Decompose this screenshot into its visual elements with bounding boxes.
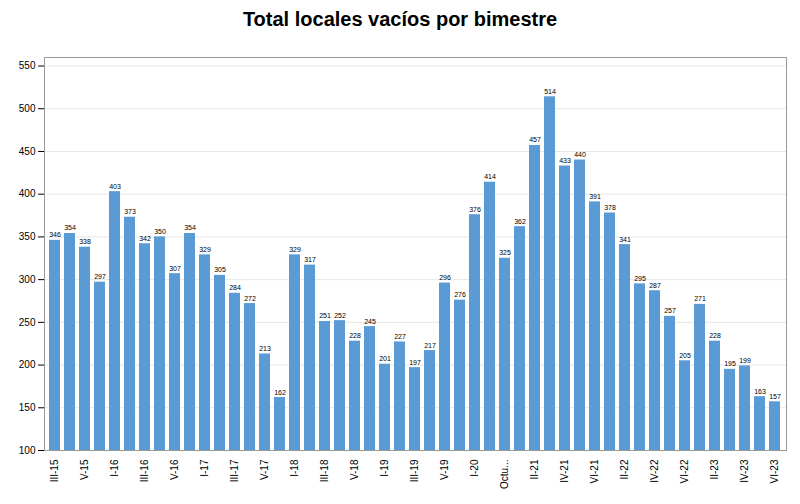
svg-text:350: 350 — [154, 228, 166, 235]
svg-text:329: 329 — [289, 246, 301, 253]
svg-text:III-19: III-19 — [409, 459, 420, 482]
svg-text:450: 450 — [19, 146, 36, 157]
svg-text:I-20: I-20 — [469, 459, 480, 477]
svg-text:414: 414 — [484, 173, 496, 180]
svg-text:V-15: V-15 — [79, 459, 90, 480]
svg-text:II-22: II-22 — [619, 459, 630, 479]
svg-text:287: 287 — [649, 282, 661, 289]
svg-text:III-15: III-15 — [49, 459, 60, 482]
svg-text:307: 307 — [169, 265, 181, 272]
svg-text:II-23: II-23 — [709, 459, 720, 479]
svg-text:III-17: III-17 — [229, 459, 240, 482]
html-text:Total locales vacíos por bimes: Total locales vacíos por bimestre — [242, 8, 558, 30]
svg-text:150: 150 — [19, 402, 36, 413]
svg-text:325: 325 — [499, 249, 511, 256]
svg-text:157: 157 — [769, 393, 781, 400]
svg-text:297: 297 — [94, 273, 106, 280]
svg-text:163: 163 — [754, 388, 766, 395]
svg-text:I-18: I-18 — [289, 459, 300, 477]
svg-text:354: 354 — [184, 224, 196, 231]
svg-text:V-17: V-17 — [259, 459, 270, 480]
svg-text:440: 440 — [574, 151, 586, 158]
svg-text:II-21: II-21 — [529, 459, 540, 479]
svg-text:296: 296 — [439, 274, 451, 281]
svg-text:373: 373 — [124, 208, 136, 215]
svg-text:403: 403 — [109, 183, 121, 190]
svg-text:III-16: III-16 — [139, 459, 150, 482]
svg-text:V-18: V-18 — [349, 459, 360, 480]
svg-text:272: 272 — [244, 295, 256, 302]
svg-text:376: 376 — [469, 206, 481, 213]
svg-text:257: 257 — [664, 307, 676, 314]
svg-text:317: 317 — [304, 256, 316, 263]
svg-text:342: 342 — [139, 235, 151, 242]
svg-text:I-16: I-16 — [109, 459, 120, 477]
svg-text:IV-23: IV-23 — [739, 459, 750, 483]
svg-text:346: 346 — [49, 231, 61, 238]
svg-text:305: 305 — [214, 266, 226, 273]
svg-text:245: 245 — [364, 318, 376, 325]
svg-text:197: 197 — [409, 359, 421, 366]
svg-text:338: 338 — [79, 238, 91, 245]
svg-text:VI-21: VI-21 — [589, 459, 600, 483]
svg-text:341: 341 — [619, 236, 631, 243]
svg-text:III-18: III-18 — [319, 459, 330, 482]
svg-text:271: 271 — [694, 295, 706, 302]
svg-text:217: 217 — [424, 342, 436, 349]
svg-text:329: 329 — [199, 246, 211, 253]
svg-text:400: 400 — [19, 188, 36, 199]
svg-text:276: 276 — [454, 291, 466, 298]
svg-text:I-17: I-17 — [199, 459, 210, 477]
svg-text:195: 195 — [724, 360, 736, 367]
svg-text:205: 205 — [679, 352, 691, 359]
svg-text:457: 457 — [529, 136, 541, 143]
svg-text:250: 250 — [19, 317, 36, 328]
svg-text:IV-22: IV-22 — [649, 459, 660, 483]
svg-text:228: 228 — [709, 332, 721, 339]
svg-text:295: 295 — [634, 275, 646, 282]
svg-text:433: 433 — [559, 157, 571, 164]
svg-text:VI-22: VI-22 — [679, 459, 690, 483]
svg-text:500: 500 — [19, 103, 36, 114]
svg-text:Octu...: Octu... — [499, 460, 510, 489]
svg-text:354: 354 — [64, 224, 76, 231]
svg-text:227: 227 — [394, 333, 406, 340]
svg-text:100: 100 — [19, 445, 36, 456]
svg-text:362: 362 — [514, 218, 526, 225]
svg-text:201: 201 — [379, 355, 391, 362]
svg-text:514: 514 — [544, 88, 556, 95]
svg-text:VI-23: VI-23 — [769, 459, 780, 483]
svg-text:550: 550 — [19, 60, 36, 71]
svg-text:228: 228 — [349, 332, 361, 339]
svg-text:IV-21: IV-21 — [559, 459, 570, 483]
svg-text:V-16: V-16 — [169, 459, 180, 480]
svg-text:378: 378 — [604, 204, 616, 211]
svg-text:350: 350 — [19, 231, 36, 242]
svg-text:162: 162 — [274, 389, 286, 396]
svg-text:391: 391 — [589, 193, 601, 200]
svg-text:213: 213 — [259, 345, 271, 352]
svg-text:199: 199 — [739, 357, 751, 364]
svg-text:300: 300 — [19, 274, 36, 285]
svg-text:251: 251 — [319, 312, 331, 319]
svg-text:I-19: I-19 — [379, 459, 390, 477]
svg-text:284: 284 — [229, 284, 241, 291]
svg-text:V-19: V-19 — [439, 459, 450, 480]
svg-text:252: 252 — [334, 312, 346, 319]
svg-text:200: 200 — [19, 359, 36, 370]
